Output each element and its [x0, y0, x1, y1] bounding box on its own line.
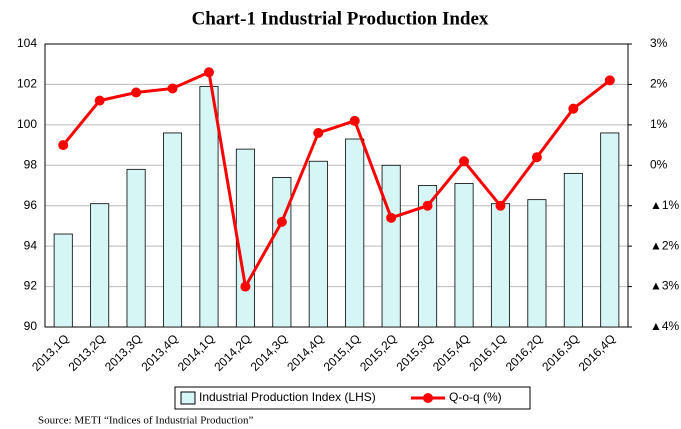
bar	[345, 138, 365, 328]
x-tick-label: 2014,4Q	[284, 331, 326, 373]
marker	[386, 212, 397, 223]
y-tick-label: 98	[24, 157, 38, 171]
x-tick-label: 2013,4Q	[138, 331, 180, 373]
x-tick-label: 2015,4Q	[430, 331, 472, 373]
y2-tick-label: 3%	[650, 36, 668, 50]
source: Source: METI “Indices of Industrial Prod…	[38, 415, 253, 427]
y-tick-label: 94	[24, 238, 38, 252]
marker	[167, 83, 178, 94]
x-tick-label: 2016,4Q	[576, 331, 618, 373]
x-tick-label: 2014,1Q	[175, 331, 217, 373]
marker	[240, 281, 251, 292]
legend-label: Q-o-q (%)	[449, 390, 502, 404]
x-tick-label: 2016,1Q	[466, 331, 508, 373]
bar	[308, 160, 328, 328]
y-tick-label: 100	[17, 117, 37, 131]
marker	[94, 95, 105, 106]
y-tick-label: 104	[17, 36, 37, 50]
x-tick-label: 2013,1Q	[29, 331, 71, 373]
y-tick-label: 92	[24, 279, 38, 293]
y2-tick-label: ▲4%	[650, 319, 680, 333]
bar	[126, 168, 146, 328]
line	[62, 70, 611, 291]
bar	[454, 183, 474, 328]
marker	[495, 200, 506, 211]
bar	[381, 164, 401, 328]
y2-tick-label: 1%	[650, 117, 668, 131]
marker	[276, 216, 287, 227]
bar	[490, 203, 510, 328]
x-tick-label: 2015,3Q	[393, 331, 435, 373]
marker	[203, 67, 214, 78]
marker	[422, 200, 433, 211]
marker	[604, 75, 615, 86]
x-tick-label: 2013,2Q	[66, 331, 108, 373]
marker	[313, 127, 324, 138]
y2-tick-label: ▲1%	[650, 198, 680, 212]
x-tick-label: 2015,1Q	[321, 331, 363, 373]
marker	[459, 156, 470, 167]
y2-tick-label: ▲2%	[650, 238, 680, 252]
bar	[90, 203, 110, 328]
marker	[568, 103, 579, 114]
bar	[272, 177, 292, 328]
bar	[163, 132, 183, 328]
y2-tick-label: ▲3%	[650, 279, 680, 293]
chart-title: Chart-1 Industrial Production Index	[192, 8, 489, 29]
bar	[53, 233, 73, 328]
x-tick-label: 2016,2Q	[503, 331, 545, 373]
legend-marker	[423, 393, 433, 403]
marker	[349, 115, 360, 126]
marker	[131, 87, 142, 98]
legend-label: Industrial Production Index (LHS)	[199, 390, 376, 404]
bar	[527, 199, 547, 328]
x-tick-label: 2014,3Q	[248, 331, 290, 373]
y-tick-label: 96	[24, 198, 38, 212]
y2-tick-label: 2%	[650, 77, 668, 91]
bar	[199, 86, 219, 328]
x-tick-label: 2014,2Q	[211, 331, 253, 373]
bar	[600, 132, 620, 328]
y2-tick-label: 0%	[650, 157, 668, 171]
bar	[235, 148, 255, 328]
y-tick-label: 90	[24, 319, 38, 333]
x-tick-label: 2013,3Q	[102, 331, 144, 373]
marker	[58, 140, 69, 151]
y-tick-label: 102	[17, 77, 37, 91]
x-tick-label: 2016,3Q	[539, 331, 581, 373]
legend-swatch	[180, 391, 196, 405]
bar	[563, 172, 583, 328]
plot-frame	[44, 43, 629, 328]
legend-box	[174, 386, 531, 410]
bar	[418, 185, 438, 328]
marker	[531, 152, 542, 163]
x-tick-label: 2015,2Q	[357, 331, 399, 373]
